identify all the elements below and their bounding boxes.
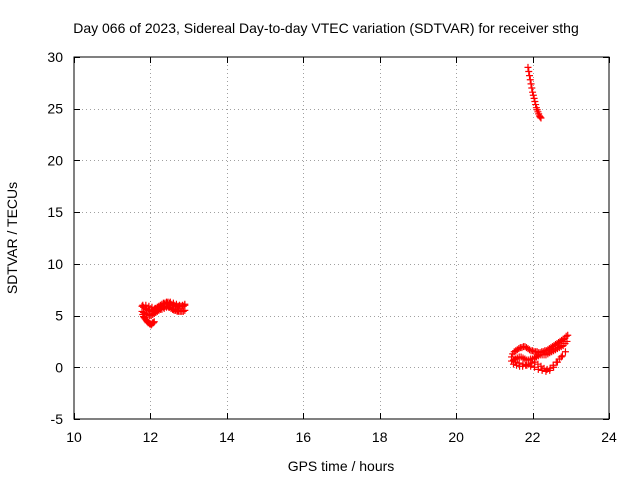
y-tick-label: 25 <box>47 101 63 117</box>
data-point <box>534 365 542 373</box>
grid-lines <box>74 57 609 419</box>
data-point <box>530 94 538 102</box>
data-point <box>537 114 545 122</box>
data-point <box>181 300 189 308</box>
data-point <box>557 353 565 361</box>
data-point <box>141 310 149 318</box>
data-point <box>559 335 567 343</box>
data-point <box>515 345 523 353</box>
y-tick-label: 20 <box>47 152 63 168</box>
y-tick-label: 5 <box>55 308 63 324</box>
x-tick-label: 10 <box>66 429 82 445</box>
data-point <box>538 366 546 374</box>
data-point <box>515 359 523 367</box>
axis-ticks: 10 12 14 16 18 20 22 24 -5 0 5 10 15 20 25 30 <box>47 49 617 445</box>
data-point <box>527 362 535 370</box>
data-point <box>562 332 570 340</box>
data-point <box>174 306 182 314</box>
data-point <box>166 298 174 306</box>
data-point <box>149 319 157 327</box>
plot-frame <box>73 56 610 420</box>
data-point <box>561 348 569 356</box>
data-point <box>172 300 180 308</box>
data-point <box>564 331 572 339</box>
data-point <box>531 97 539 105</box>
data-point <box>519 360 527 368</box>
data-point <box>526 76 534 84</box>
data-point <box>529 347 537 355</box>
y-tick-label: 30 <box>47 49 63 65</box>
y-tick-label: 0 <box>55 359 63 375</box>
data-point <box>528 359 536 367</box>
x-tick-label: 14 <box>219 429 235 445</box>
data-point <box>169 299 177 307</box>
data-point <box>523 361 531 369</box>
x-tick-label: 24 <box>601 429 617 445</box>
data-point <box>181 306 189 314</box>
y-axis-label: SDTVAR / TECUs <box>4 182 20 294</box>
x-tick-label: 12 <box>143 429 159 445</box>
data-point <box>550 363 558 371</box>
data-point <box>142 301 150 309</box>
data-point <box>553 358 561 366</box>
data-point <box>526 346 534 354</box>
chart-title: Day 066 of 2023, Sidereal Day-to-day VTE… <box>73 20 579 36</box>
data-point <box>542 367 550 375</box>
data-point <box>532 101 540 109</box>
data-point <box>527 80 535 88</box>
data-point <box>525 67 533 75</box>
x-axis-label: GPS time / hours <box>288 458 395 474</box>
x-tick-label: 20 <box>448 429 464 445</box>
y-tick-label: -5 <box>51 411 64 427</box>
x-tick-label: 16 <box>295 429 311 445</box>
data-points <box>138 63 572 375</box>
data-point <box>145 302 153 310</box>
data-point <box>529 91 537 99</box>
data-point <box>528 84 536 92</box>
data-point <box>511 358 519 366</box>
data-point <box>151 304 159 312</box>
x-tick-label: 18 <box>372 429 388 445</box>
x-tick-label: 22 <box>525 429 541 445</box>
data-point <box>148 303 156 311</box>
data-point <box>163 299 171 307</box>
data-point <box>563 337 571 345</box>
data-point <box>154 303 162 311</box>
data-point <box>150 318 158 326</box>
y-tick-label: 15 <box>47 204 63 220</box>
data-point <box>558 352 566 360</box>
data-point <box>536 113 544 121</box>
data-point <box>526 72 534 80</box>
data-point <box>530 363 538 371</box>
data-point <box>529 88 537 96</box>
y-tick-label: 10 <box>47 256 63 272</box>
data-point <box>524 63 532 71</box>
data-point <box>179 307 187 315</box>
data-point <box>546 366 554 374</box>
